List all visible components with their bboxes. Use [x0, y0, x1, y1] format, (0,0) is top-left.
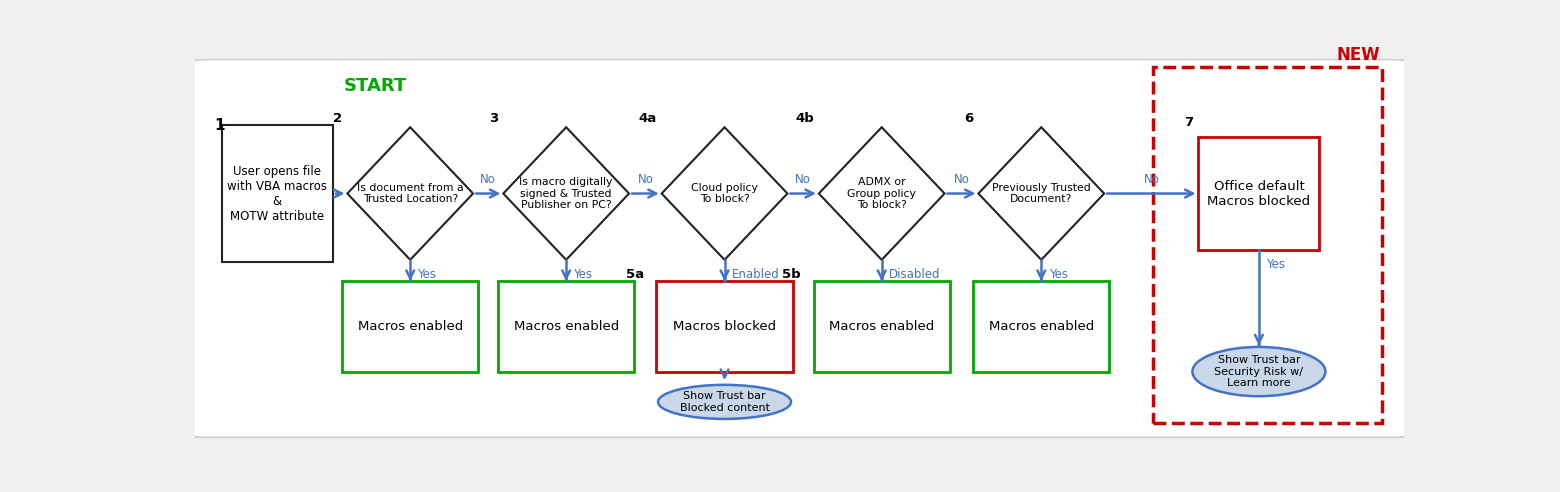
Text: Yes: Yes: [418, 268, 437, 281]
Text: 2: 2: [334, 112, 343, 125]
Text: User opens file
with VBA macros
&
MOTW attribute: User opens file with VBA macros & MOTW a…: [228, 164, 328, 222]
Text: Previously Trusted
Document?: Previously Trusted Document?: [992, 183, 1090, 204]
Polygon shape: [661, 127, 788, 260]
Text: Show Trust bar
Security Risk w/
Learn more: Show Trust bar Security Risk w/ Learn mo…: [1214, 355, 1304, 388]
Text: Office default
Macros blocked: Office default Macros blocked: [1207, 180, 1310, 208]
Text: No: No: [953, 173, 969, 185]
Ellipse shape: [658, 385, 791, 419]
FancyBboxPatch shape: [657, 280, 792, 371]
Polygon shape: [504, 127, 629, 260]
Polygon shape: [978, 127, 1104, 260]
FancyBboxPatch shape: [187, 59, 1412, 438]
Text: Is document from a
Trusted Location?: Is document from a Trusted Location?: [357, 183, 463, 204]
Text: Yes: Yes: [1048, 268, 1067, 281]
Text: Show Trust bar
Blocked content: Show Trust bar Blocked content: [680, 391, 769, 413]
Text: 4a: 4a: [638, 112, 657, 125]
Text: No: No: [1143, 173, 1159, 185]
Ellipse shape: [1192, 347, 1326, 396]
Text: 5b: 5b: [782, 269, 800, 281]
FancyBboxPatch shape: [1198, 137, 1320, 250]
Text: Macros enabled: Macros enabled: [357, 320, 463, 333]
Text: 3: 3: [490, 112, 499, 125]
Text: 6: 6: [964, 112, 973, 125]
Text: Macros blocked: Macros blocked: [672, 320, 777, 333]
Text: No: No: [796, 173, 811, 185]
Text: Macros enabled: Macros enabled: [828, 320, 934, 333]
FancyBboxPatch shape: [498, 280, 635, 371]
Text: No: No: [638, 173, 654, 185]
Text: ADMX or
Group policy
To block?: ADMX or Group policy To block?: [847, 177, 916, 210]
FancyBboxPatch shape: [222, 125, 332, 262]
FancyBboxPatch shape: [973, 280, 1109, 371]
Text: NEW: NEW: [1337, 46, 1379, 63]
Polygon shape: [819, 127, 945, 260]
Text: Cloud policy
To block?: Cloud policy To block?: [691, 183, 758, 204]
Text: 7: 7: [1184, 116, 1193, 129]
Text: Yes: Yes: [1267, 258, 1285, 271]
Text: 1: 1: [214, 118, 225, 133]
Text: No: No: [480, 173, 496, 185]
FancyBboxPatch shape: [342, 280, 479, 371]
Text: Is macro digitally
signed & Trusted
Publisher on PC?: Is macro digitally signed & Trusted Publ…: [519, 177, 613, 210]
Text: Macros enabled: Macros enabled: [989, 320, 1094, 333]
Polygon shape: [348, 127, 473, 260]
Text: 4b: 4b: [796, 112, 814, 125]
Text: 5a: 5a: [626, 269, 644, 281]
FancyBboxPatch shape: [814, 280, 950, 371]
Text: START: START: [343, 77, 407, 94]
Text: Yes: Yes: [574, 268, 593, 281]
Text: Disabled: Disabled: [889, 268, 941, 281]
Text: Macros enabled: Macros enabled: [513, 320, 619, 333]
Text: Enabled: Enabled: [732, 268, 780, 281]
